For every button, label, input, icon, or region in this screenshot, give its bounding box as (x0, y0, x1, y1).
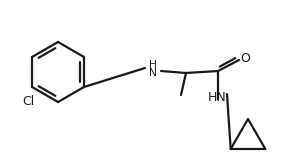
Text: Cl: Cl (22, 95, 34, 108)
Text: H: H (149, 60, 157, 70)
Text: N: N (149, 68, 157, 78)
Text: HN: HN (208, 91, 226, 104)
Text: O: O (240, 51, 250, 64)
